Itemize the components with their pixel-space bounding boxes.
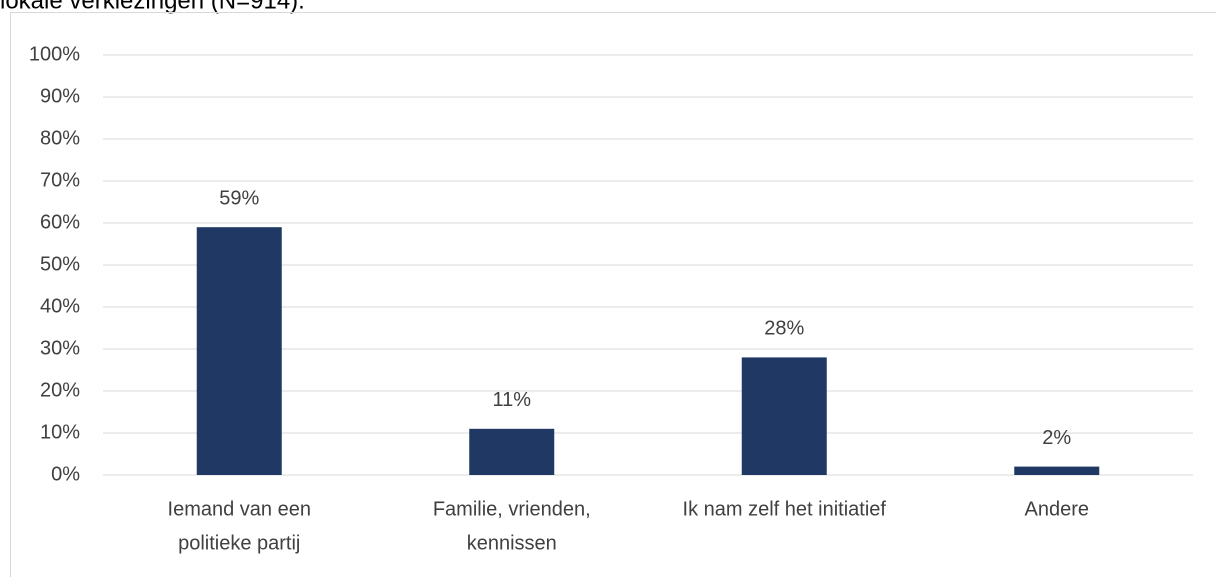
- x-tick-label: Familie, vrienden,: [433, 498, 591, 520]
- data-label: 59%: [219, 187, 259, 209]
- chart-border: [10, 12, 1216, 577]
- x-tick-label: Andere: [1025, 498, 1090, 520]
- y-tick-label: 80%: [40, 127, 80, 149]
- y-tick-label: 60%: [40, 211, 80, 233]
- chart-title: lokale verkiezingen (N=914).: [0, 0, 305, 14]
- bar: [469, 428, 555, 475]
- bar: [1014, 466, 1100, 475]
- y-tick-label: 40%: [40, 295, 80, 317]
- y-tick-label: 0%: [51, 463, 80, 485]
- y-tick-label: 50%: [40, 253, 80, 275]
- bar: [196, 227, 282, 475]
- x-tick-label: kennissen: [467, 532, 557, 554]
- y-tick-label: 70%: [40, 169, 80, 191]
- y-tick-label: 30%: [40, 337, 80, 359]
- x-tick-label: Iemand van een: [168, 498, 311, 520]
- data-label: 2%: [1042, 427, 1071, 449]
- y-tick-label: 90%: [40, 85, 80, 107]
- y-tick-label: 10%: [40, 421, 80, 443]
- x-tick-label: politieke partij: [178, 532, 300, 554]
- bar: [741, 357, 827, 475]
- y-tick-label: 100%: [29, 43, 80, 65]
- x-tick-label: Ik nam zelf het initiatief: [683, 498, 887, 520]
- data-label: 11%: [492, 389, 531, 411]
- y-tick-label: 20%: [40, 379, 80, 401]
- data-label: 28%: [764, 318, 804, 340]
